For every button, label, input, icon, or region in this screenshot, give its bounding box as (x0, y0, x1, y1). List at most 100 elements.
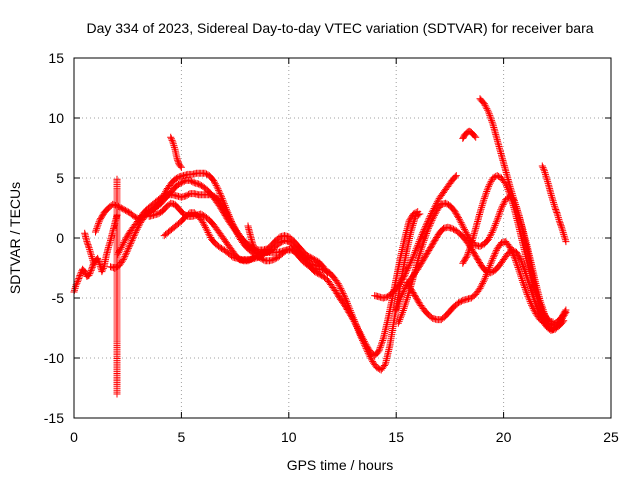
data-point-marker (423, 249, 431, 257)
data-point-marker (260, 256, 268, 264)
data-point-marker (496, 207, 504, 215)
data-point-marker (552, 207, 560, 215)
data-point-marker (361, 341, 369, 349)
data-point-marker (485, 181, 493, 189)
data-point-marker (231, 224, 239, 232)
data-point-marker (409, 221, 417, 229)
data-point-marker (494, 213, 502, 221)
data-point-marker (487, 230, 495, 238)
data-point-marker (335, 292, 343, 300)
data-point-marker (542, 313, 550, 321)
data-point-marker (348, 310, 356, 318)
data-point-marker (491, 221, 499, 229)
data-point-marker (480, 196, 488, 204)
data-point-marker (322, 267, 330, 275)
data-point-marker (377, 342, 385, 350)
data-point-marker (250, 245, 258, 253)
data-point-marker (425, 247, 433, 254)
data-point-marker (472, 133, 480, 141)
data-point-marker (417, 234, 424, 242)
data-point-marker (452, 209, 460, 217)
data-point-marker (516, 254, 524, 262)
data-point-marker (398, 310, 406, 318)
data-point-marker (366, 353, 374, 361)
data-point-marker (214, 185, 222, 193)
data-point-marker (490, 251, 498, 259)
data-point-marker (481, 274, 489, 282)
data-point-marker (429, 215, 437, 223)
data-point-marker (550, 199, 557, 207)
data-point-marker (522, 287, 530, 295)
data-point-marker (518, 259, 526, 267)
data-point-marker (464, 232, 472, 240)
data-point-marker (404, 263, 412, 271)
data-point-marker (397, 312, 405, 320)
data-point-marker (487, 115, 495, 123)
data-point-marker (508, 247, 515, 255)
data-point-marker (559, 310, 567, 318)
data-point-marker (451, 173, 459, 181)
data-point-marker (88, 265, 96, 273)
data-point-marker (358, 335, 366, 343)
data-point-marker (487, 177, 495, 185)
data-point-marker (95, 219, 102, 227)
data-point-marker (548, 321, 556, 329)
data-point-marker (406, 283, 413, 291)
data-point-marker (483, 188, 491, 195)
data-point-marker (423, 228, 431, 236)
data-point-marker (562, 306, 570, 314)
data-point-marker (475, 257, 483, 265)
data-point-marker (85, 244, 93, 252)
series-arc-d (113, 190, 331, 277)
data-point-marker (202, 225, 210, 233)
data-point-marker (467, 242, 475, 250)
data-point-marker (309, 255, 317, 263)
data-point-marker (196, 181, 204, 189)
data-point-marker (374, 348, 382, 356)
data-point-marker (493, 216, 501, 224)
data-point-marker (123, 248, 131, 256)
data-point-marker (519, 278, 527, 286)
data-point-marker (424, 224, 432, 232)
data-point-marker (399, 288, 407, 296)
data-point-marker (307, 259, 315, 267)
data-point-marker (476, 259, 483, 266)
data-point-marker (525, 294, 533, 302)
data-point-marker (406, 260, 414, 268)
data-point-marker (557, 220, 564, 228)
data-point-marker (507, 186, 515, 194)
data-point-marker (546, 320, 554, 328)
data-point-marker (478, 202, 486, 210)
data-point-marker (530, 306, 538, 314)
data-point-marker (412, 245, 420, 253)
data-point-marker (486, 262, 494, 270)
data-point-marker (217, 191, 225, 199)
data-point-marker (455, 214, 462, 222)
data-point-marker (464, 249, 472, 257)
data-point-marker (407, 227, 415, 235)
data-point-marker (510, 253, 518, 261)
data-point-marker (560, 309, 568, 317)
data-point-marker (174, 156, 182, 164)
data-point-marker (215, 186, 223, 194)
data-point-marker (494, 214, 502, 222)
data-point-marker (412, 212, 419, 220)
data-point-marker (519, 261, 527, 269)
data-point-marker (555, 217, 563, 225)
data-point-marker (461, 227, 469, 235)
data-point-marker (521, 284, 529, 291)
data-point-marker (324, 269, 331, 277)
data-point-marker (204, 229, 212, 236)
data-point-marker (408, 287, 416, 295)
data-point-marker (409, 252, 417, 260)
data-point-marker (99, 266, 107, 274)
data-point-marker (73, 279, 81, 287)
data-point-marker (401, 303, 408, 311)
data-point-marker (520, 264, 528, 272)
data-point-marker (93, 225, 101, 233)
data-points (70, 95, 570, 398)
data-point-marker (335, 281, 343, 289)
data-point-marker (400, 286, 408, 294)
data-point-marker (376, 343, 384, 351)
